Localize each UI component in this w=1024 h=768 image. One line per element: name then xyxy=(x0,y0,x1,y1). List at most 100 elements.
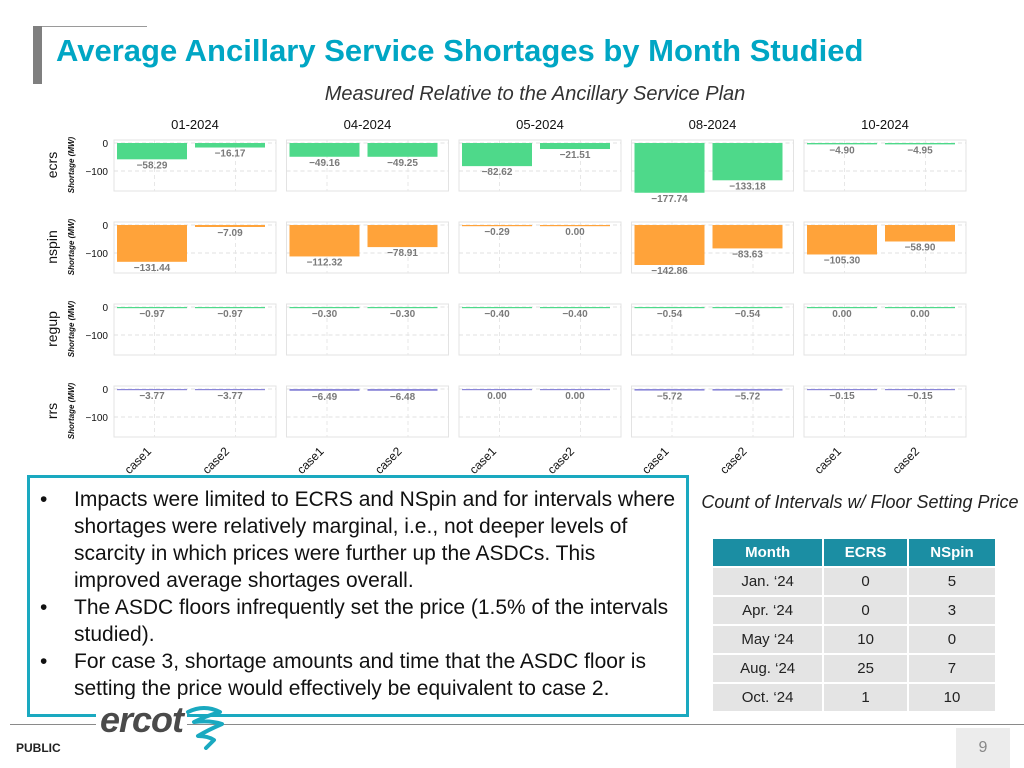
bar xyxy=(117,307,187,309)
table-cell: Apr. ‘24 xyxy=(713,597,823,624)
table-row: Apr. ‘24 0 3 xyxy=(713,597,995,624)
bar-value-label: −6.49 xyxy=(312,392,338,403)
bar xyxy=(634,389,705,391)
bar xyxy=(807,143,877,145)
bar-value-label: 0.00 xyxy=(565,391,585,402)
bar xyxy=(195,143,265,148)
bar xyxy=(195,225,265,227)
table-cell: May ‘24 xyxy=(713,626,823,653)
month-header: 04-2024 xyxy=(344,117,392,132)
bar xyxy=(195,307,265,309)
table-row: Aug. ‘24 25 7 xyxy=(713,655,995,682)
table-cell: 5 xyxy=(908,568,995,595)
bar xyxy=(117,143,187,160)
service-label: regup xyxy=(44,311,60,347)
classification-label: PUBLIC xyxy=(16,741,61,755)
service-label: rrs xyxy=(44,403,60,419)
table-cell: Oct. ‘24 xyxy=(713,684,823,711)
bullet-box: Impacts were limited to ECRS and NSpin a… xyxy=(27,475,689,717)
bar xyxy=(462,307,532,309)
y-axis-label: Shortage (MW) xyxy=(67,382,76,439)
bar xyxy=(634,307,705,309)
table-cell: 10 xyxy=(824,626,907,653)
bar-value-label: −0.54 xyxy=(735,309,761,320)
panel-frame xyxy=(286,303,449,356)
table-cell: 0 xyxy=(824,568,907,595)
x-tick-label: case2 xyxy=(545,444,578,477)
title-accent-line xyxy=(42,26,147,27)
panel-frame xyxy=(458,303,622,356)
bar xyxy=(195,389,265,391)
panel-frame xyxy=(458,385,622,438)
service-label: nspin xyxy=(44,230,60,263)
x-tick-label: case1 xyxy=(812,444,845,477)
bar xyxy=(885,389,955,391)
y-axis-label: Shortage (MW) xyxy=(67,218,76,275)
bar xyxy=(540,143,610,150)
bar xyxy=(289,389,360,391)
table-cell: Jan. ‘24 xyxy=(713,568,823,595)
bar xyxy=(807,307,877,309)
service-label: ecrs xyxy=(44,152,60,178)
chart-subtitle: Measured Relative to the Ancillary Servi… xyxy=(324,83,746,105)
bar-value-label: 0.00 xyxy=(832,309,852,320)
shortage-chart: 01-2024 04-2024 05-2024 08-2024 10-2024 ecrs S… xyxy=(44,117,967,477)
bullet-item: Impacts were limited to ECRS and NSpin a… xyxy=(40,486,676,594)
y-tick-label: 0 xyxy=(102,139,108,150)
month-header: 05-2024 xyxy=(516,117,564,132)
bar-value-label: 0.00 xyxy=(487,391,507,402)
bar xyxy=(289,307,360,309)
bar xyxy=(540,225,610,227)
bar-value-label: −0.54 xyxy=(657,309,683,320)
bullet-item: For case 3, shortage amounts and time th… xyxy=(40,648,676,702)
bar-value-label: −49.16 xyxy=(309,158,340,169)
bar xyxy=(885,307,955,309)
x-tick-label: case1 xyxy=(467,444,500,477)
bar xyxy=(712,307,783,309)
bar xyxy=(807,389,877,391)
column-header: ECRS xyxy=(824,539,907,566)
column-header: Month xyxy=(713,539,823,566)
bar xyxy=(289,143,360,157)
ercot-logo-mark-icon xyxy=(186,706,224,750)
bar-value-label: −83.63 xyxy=(732,249,763,260)
floor-count-table: Month ECRS NSpin Jan. ‘24 0 5 Apr. ‘24 0… xyxy=(711,537,997,713)
bar-value-label: −58.29 xyxy=(137,160,168,171)
bar xyxy=(634,225,705,266)
bar xyxy=(540,307,610,309)
bar-value-label: −131.44 xyxy=(134,263,171,274)
month-header: 08-2024 xyxy=(689,117,737,132)
bar-value-label: −112.32 xyxy=(307,257,343,268)
bar xyxy=(289,225,360,257)
y-tick-label: −100 xyxy=(85,249,108,260)
table-cell: 0 xyxy=(824,597,907,624)
bar-value-label: −0.97 xyxy=(217,309,243,320)
panel-frame xyxy=(631,303,794,356)
bar-value-label: −7.09 xyxy=(217,228,243,239)
table-cell: 7 xyxy=(908,655,995,682)
bar-value-label: −3.77 xyxy=(217,391,243,402)
bar xyxy=(462,225,532,227)
bar xyxy=(367,307,438,309)
bar-value-label: −5.72 xyxy=(735,392,761,403)
bar-value-label: −4.95 xyxy=(907,145,933,156)
panel-frame xyxy=(803,303,967,356)
page-title: Average Ancillary Service Shortages by M… xyxy=(56,33,864,68)
title-accent-bar xyxy=(33,26,42,84)
bar-value-label: −4.90 xyxy=(829,145,855,156)
bar-value-label: −78.91 xyxy=(387,248,418,259)
bullet-item: The ASDC floors infrequently set the pri… xyxy=(40,594,676,648)
table-cell: 0 xyxy=(908,626,995,653)
table-row: Oct. ‘24 1 10 xyxy=(713,684,995,711)
bar xyxy=(117,389,187,391)
bar-value-label: −133.18 xyxy=(729,181,766,192)
x-tick-label: case2 xyxy=(372,444,405,477)
bar-value-label: −0.29 xyxy=(484,227,510,238)
panel-frame xyxy=(113,303,277,356)
bar-value-label: 0.00 xyxy=(565,227,585,238)
y-tick-label: 0 xyxy=(102,221,108,232)
footer-divider xyxy=(10,724,1024,725)
y-tick-label: −100 xyxy=(85,413,108,424)
bar-value-label: −6.48 xyxy=(390,392,416,403)
y-tick-label: −100 xyxy=(85,331,108,342)
